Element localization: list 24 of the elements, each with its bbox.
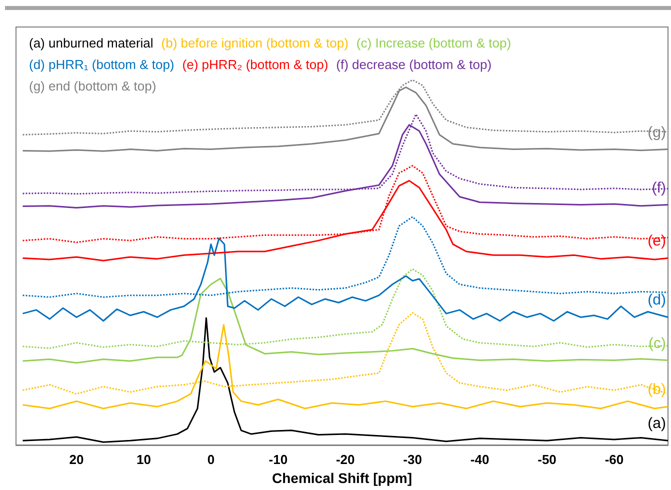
annotation: (b) <box>648 381 666 398</box>
x-tick-label: -20 <box>336 452 355 467</box>
annotation: (e) <box>648 232 666 250</box>
x-tick-label: 20 <box>69 452 84 467</box>
x-axis-title: Chemical Shift [ppm] <box>272 470 412 486</box>
x-tick-label: -30 <box>403 452 422 467</box>
x-tick-label: -50 <box>538 452 556 467</box>
annotation: (f) <box>652 179 666 196</box>
text: (e) pHRR₂ (bottom & top) <box>182 57 328 72</box>
text: (g) end (bottom & top) <box>29 78 156 94</box>
annotation: (c) <box>648 334 666 352</box>
annotation: (a) <box>648 415 666 432</box>
text: (d) pHRR₁ (bottom & top) <box>29 57 174 72</box>
x-tick-label: -60 <box>604 452 624 467</box>
annotation: (g) <box>648 124 666 141</box>
text: (c) Increase (bottom & top) <box>356 36 512 50</box>
text: (b) before ignition (bottom & top) <box>161 36 348 50</box>
text: (a) unburned material <box>29 36 154 50</box>
x-tick-label: 10 <box>136 452 151 467</box>
x-tick-label: -10 <box>268 452 288 467</box>
text: (f) decrease (bottom & top) <box>336 57 492 72</box>
annotation: (d) <box>648 292 666 309</box>
x-tick-label: 0 <box>207 452 215 467</box>
x-tick-label: -40 <box>470 452 490 467</box>
